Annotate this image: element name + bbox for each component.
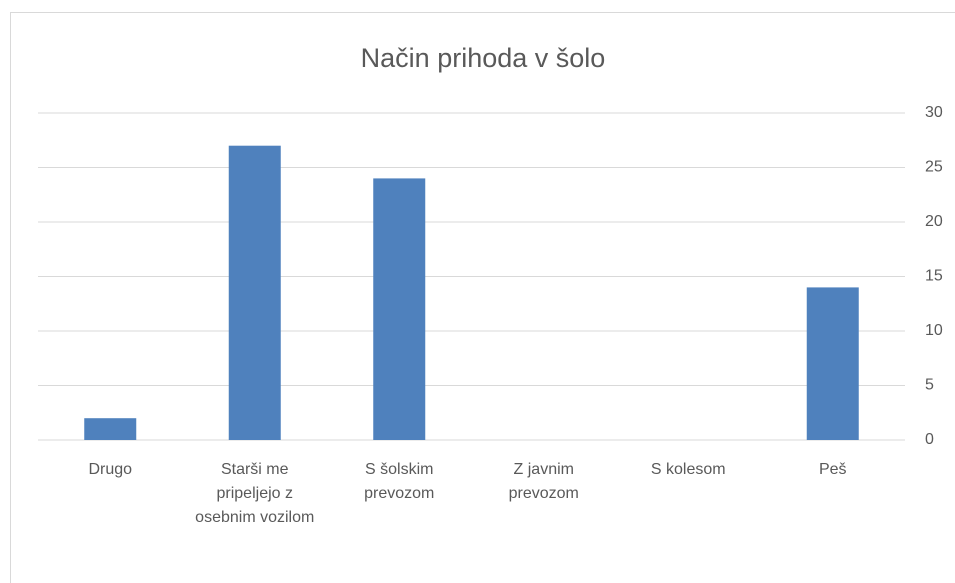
x-tick-label: Peš <box>818 461 847 478</box>
x-tick-label: Starši me pripeljejo z osebnim vozilom <box>195 461 315 526</box>
x-tick-label: Z javnim prevozom <box>508 461 579 502</box>
x-tick-label: S šolskim prevozom <box>364 461 435 502</box>
y-tick-label: 5 <box>925 377 934 394</box>
y-tick-label: 10 <box>925 322 943 339</box>
bar <box>84 418 137 440</box>
y-tick-label: 15 <box>925 268 943 285</box>
x-tick-label: Drugo <box>88 461 133 478</box>
bar <box>806 287 859 440</box>
bar <box>228 145 281 440</box>
x-tick-label: S kolesom <box>650 461 726 478</box>
y-tick-label: 0 <box>925 431 934 448</box>
bar <box>373 178 426 440</box>
y-tick-label: 20 <box>925 213 943 230</box>
y-tick-label: 30 <box>925 104 943 121</box>
y-tick-label: 25 <box>925 159 943 176</box>
chart-title: Način prihoda v šolo <box>361 43 606 73</box>
chart-frame <box>10 12 955 583</box>
